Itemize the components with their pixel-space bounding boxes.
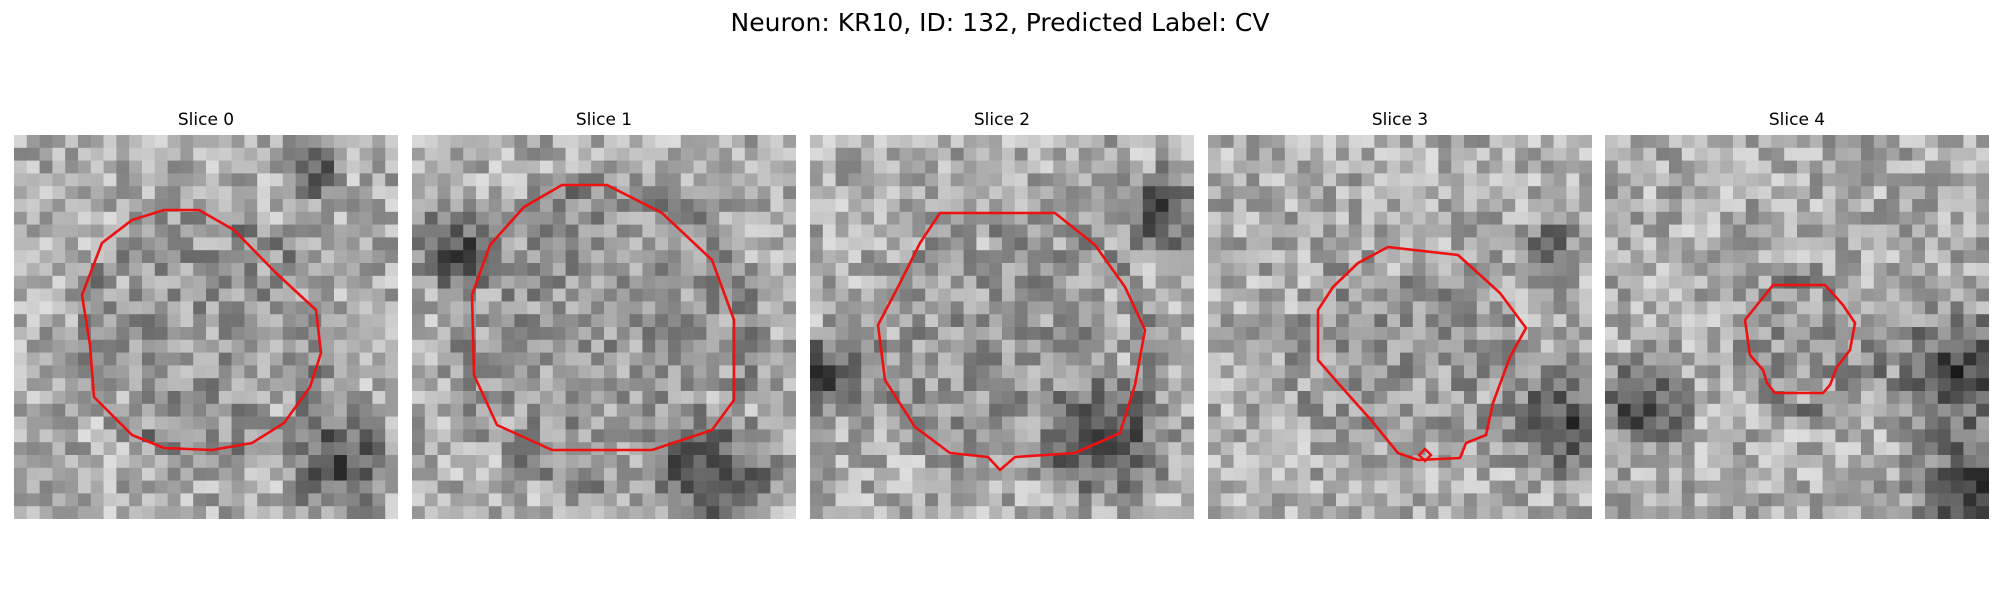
slice-image [810,135,1194,519]
pixel-grid [412,135,796,519]
panel-title: Slice 0 [177,110,235,130]
segmentation-contour [1316,245,1528,462]
small-contour [1417,447,1433,463]
pixel-grid [1605,135,1989,519]
slice-image [1208,135,1592,519]
segmentation-contour [1743,283,1857,395]
pixel-grid [1208,135,1592,519]
slice-image [1605,135,1989,519]
panel-title: Slice 4 [1768,110,1826,130]
slice-image [14,135,398,519]
segmentation-contour [470,183,736,452]
figure-title: Neuron: KR10, ID: 132, Predicted Label: … [730,8,1270,37]
panel-title: Slice 1 [575,110,633,130]
panel-title: Slice 3 [1371,110,1429,130]
slice-image [412,135,796,519]
segmentation-contour [876,211,1147,472]
pixel-grid [14,135,398,519]
panel-title: Slice 2 [973,110,1031,130]
segmentation-contour [80,208,323,452]
pixel-grid [810,135,1194,519]
